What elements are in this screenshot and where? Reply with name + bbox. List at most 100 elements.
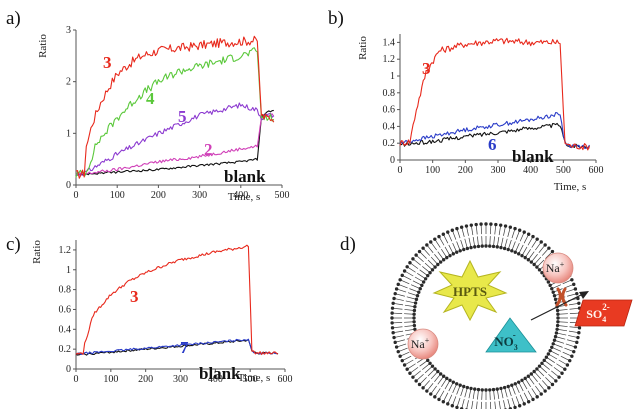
sodium-inside-charge: +	[425, 336, 430, 345]
sulfate-subscript: 4	[602, 315, 606, 324]
lipid-head-inner	[548, 348, 552, 353]
svg-text:Na+: Na+	[411, 336, 430, 351]
lipid-head-outer	[417, 382, 422, 387]
lipid-head-outer	[539, 240, 543, 244]
lipid-head-outer	[393, 291, 397, 296]
lipid-head-inner	[455, 250, 459, 254]
svg-text:SO42-: SO4 2-	[586, 302, 610, 324]
lipid-head-inner	[480, 388, 484, 392]
lipid-head-inner	[513, 382, 517, 386]
lipid-head-inner	[438, 372, 443, 376]
series-label-blank: blank	[199, 364, 241, 383]
y-tick-label: 0.8	[59, 285, 72, 296]
lipid-head-inner	[554, 331, 559, 335]
x-tick-label: 200	[138, 374, 153, 385]
lipid-head-outer	[550, 249, 555, 254]
lipid-head-outer	[513, 226, 517, 231]
lipid-head-inner	[412, 312, 416, 316]
lipid-head-inner	[488, 244, 492, 248]
sodium-outside-charge: +	[560, 260, 565, 269]
series-line-4	[75, 47, 275, 178]
x-tick-label: 200	[458, 165, 473, 176]
lipid-head-inner	[413, 327, 417, 331]
lipid-head-outer	[539, 392, 543, 396]
x-tick-label: 300	[173, 374, 188, 385]
lipid-head-inner	[502, 246, 507, 251]
lipid-head-inner	[553, 297, 558, 302]
lipid-head-inner	[462, 247, 466, 252]
lipid-head-outer	[398, 278, 402, 282]
chart-panel-c: 0 100 200 300 400 500 600 0 0.2 0.4 0.6 0.8 1 1.2 Time…	[31, 240, 293, 385]
y-tick-label: 0.8	[383, 88, 396, 99]
panel-letter-b: b)	[328, 8, 344, 29]
lipid-head-outer	[573, 345, 578, 349]
lipid-head-inner	[455, 382, 459, 386]
lipid-head-inner	[413, 305, 417, 309]
lipid-head-inner	[523, 255, 527, 260]
lipid-head-inner	[441, 374, 446, 378]
lipid-head-outer	[570, 278, 574, 282]
panel-letter-c: c)	[6, 234, 21, 255]
x-tick-label: 400	[523, 165, 538, 176]
y-tick-label: 1	[66, 128, 71, 139]
lipid-head-inner	[529, 372, 534, 376]
lipid-head-inner	[426, 273, 430, 278]
y-tick-label: 1.2	[59, 245, 72, 256]
lipid-bilayer-membrane	[390, 222, 582, 409]
lipid-head-outer	[557, 375, 561, 379]
lipid-tail-outer	[476, 401, 478, 409]
lipid-head-inner	[412, 323, 417, 328]
lipid-head-outer	[414, 379, 418, 383]
lipid-head-inner	[436, 262, 440, 267]
lipid-head-outer	[575, 340, 579, 345]
lipid-head-inner	[551, 342, 555, 346]
lipid-head-inner	[433, 367, 437, 371]
y-tick-label: 0.2	[383, 138, 396, 149]
lipid-head-outer	[394, 287, 399, 291]
lipid-head-inner	[546, 352, 551, 356]
lipid-head-outer	[565, 363, 570, 367]
lipid-head-outer	[474, 222, 478, 227]
lipid-head-outer	[402, 269, 407, 273]
lipid-head-inner	[552, 294, 557, 298]
lipid-head-outer	[402, 363, 407, 367]
chart-panel-b: 0 100 200 300 400 500 600 0 0.2 0.4 0.6 0.8 1 1.2 1.4 T…	[357, 34, 604, 193]
lipid-head-inner	[529, 260, 534, 264]
panel-letter-d: d)	[340, 234, 356, 255]
lipid-head-inner	[526, 374, 531, 378]
lipid-tail-outer	[466, 400, 469, 409]
lipid-head-inner	[520, 253, 524, 258]
lipid-head-outer	[577, 331, 581, 335]
series-line-2	[75, 113, 275, 176]
series-line-blank	[75, 338, 278, 356]
lipid-head-outer	[543, 389, 547, 393]
y-tick-label: 1	[66, 265, 71, 276]
lipid-head-inner	[506, 247, 510, 252]
lipid-head-inner	[476, 387, 481, 392]
lipid-head-inner	[458, 249, 462, 253]
lipid-head-outer	[433, 237, 437, 241]
lipid-head-outer	[450, 404, 455, 408]
y-tick-label: 0	[66, 364, 71, 375]
lipid-head-outer	[577, 326, 582, 330]
y-tick-label: 3	[66, 25, 71, 36]
lipid-tail-outer	[471, 400, 474, 409]
x-tick-label: 400	[233, 190, 248, 201]
x-tick-label: 500	[556, 165, 571, 176]
lipid-head-inner	[506, 384, 510, 389]
lipid-head-outer	[425, 243, 429, 247]
y-tick-label: 1.4	[383, 37, 396, 48]
x-tick-label: 300	[192, 190, 207, 201]
lipid-head-outer	[392, 335, 396, 340]
lipid-head-outer	[392, 296, 396, 301]
lipid-head-inner	[469, 245, 473, 250]
x-tick-label: 100	[425, 165, 440, 176]
lipid-head-outer	[455, 405, 459, 409]
lipid-head-outer	[414, 253, 418, 257]
lipid-head-outer	[400, 358, 404, 363]
lipid-head-inner	[480, 244, 484, 248]
svg-text:Na+: Na+	[546, 260, 565, 275]
lipid-head-inner	[451, 380, 456, 384]
y-axis-title: Ratio	[31, 240, 43, 264]
lipid-head-outer	[554, 379, 558, 383]
